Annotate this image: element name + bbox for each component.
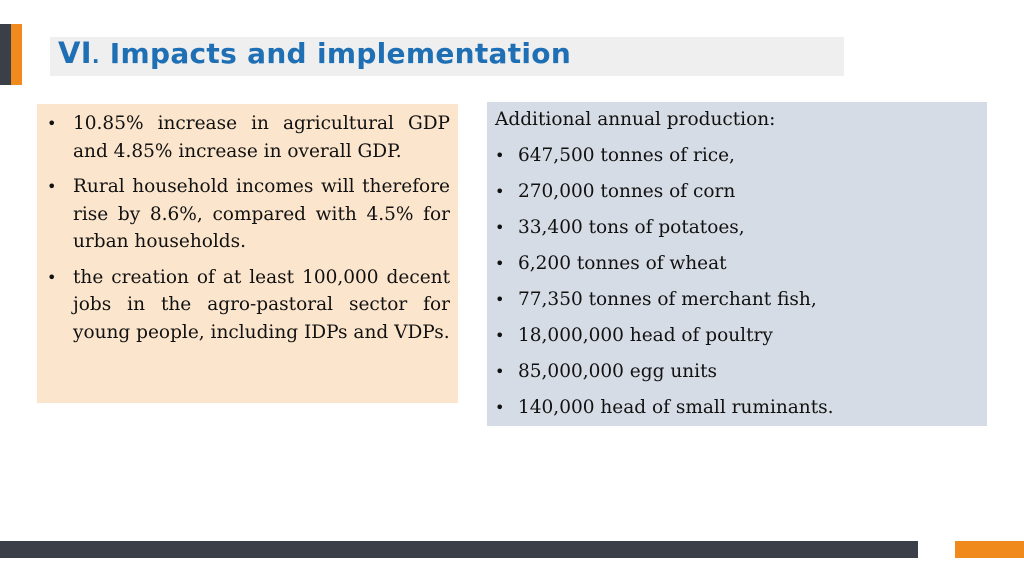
- page-title: VI. Impacts and implementation: [58, 37, 844, 72]
- footer-bar-dark: [0, 541, 918, 558]
- production-item-rice: 647,500 tonnes of rice,: [495, 142, 979, 170]
- production-item-corn: 270,000 tonnes of corn: [495, 178, 979, 206]
- left-accent-bar-orange: [11, 24, 22, 85]
- impact-item-jobs: the creation of at least 100,000 decent …: [45, 264, 450, 347]
- title-text: Impacts and implementation: [99, 37, 572, 70]
- production-heading: Additional annual production:: [495, 109, 776, 130]
- production-item-eggs: 85,000,000 egg units: [495, 358, 979, 386]
- production-item-fish: 77,350 tonnes of merchant fish,: [495, 286, 979, 314]
- impacts-panel: 10.85% increase in agricultural GDP and …: [37, 104, 458, 403]
- production-item-ruminants: 140,000 head of small ruminants.: [495, 394, 979, 422]
- production-item-poultry: 18,000,000 head of poultry: [495, 322, 979, 350]
- production-item-potatoes: 33,400 tons of potatoes,: [495, 214, 979, 242]
- footer-bar-orange: [955, 541, 1024, 558]
- left-accent-bar-dark: [0, 24, 11, 85]
- title-numeral: VI: [58, 36, 92, 70]
- impacts-list: 10.85% increase in agricultural GDP and …: [45, 110, 450, 346]
- title-band: VI. Impacts and implementation: [50, 37, 844, 76]
- impact-item-incomes: Rural household incomes will therefore r…: [45, 173, 450, 256]
- production-panel: Additional annual production: 647,500 to…: [487, 102, 987, 426]
- impact-item-gdp: 10.85% increase in agricultural GDP and …: [45, 110, 450, 165]
- production-item-wheat: 6,200 tonnes of wheat: [495, 250, 979, 278]
- production-list: 647,500 tonnes of rice, 270,000 tonnes o…: [495, 142, 979, 422]
- title-dot: .: [91, 44, 100, 68]
